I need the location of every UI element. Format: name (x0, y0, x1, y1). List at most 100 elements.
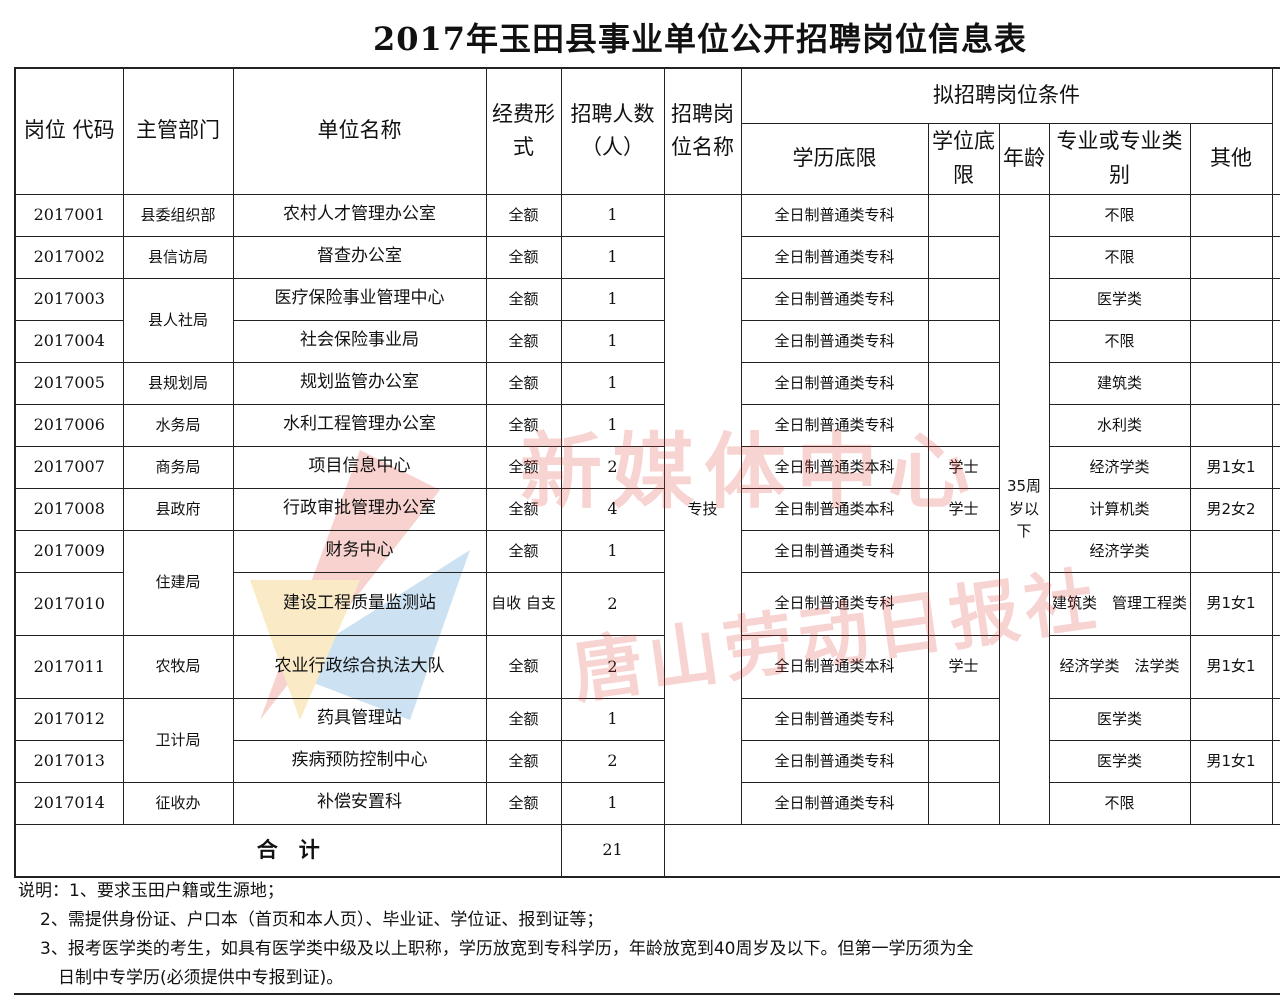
cell-degree (927, 193, 1000, 237)
header-dept: 主管部门 (122, 67, 234, 195)
table-row: 2017006 水务局 水利工程管理办公室 全额 1 全日制普通类专科 水利类 (14, 403, 1280, 447)
cell-code: 2017013 (14, 739, 124, 783)
table-row: 2017001 县委组织部 农村人才管理办公室 全额 1 专技 全日制普通类专科 35周岁以下… (14, 193, 1280, 825)
cell-edu: 全日制普通类专科 (740, 277, 929, 321)
cell-major: 医学类 (1048, 277, 1191, 321)
cell-fund: 全额 (485, 739, 562, 783)
cell-major: 计算机类 (1048, 487, 1191, 531)
cell-edu: 全日制普通类专科 (740, 235, 929, 279)
cell-dept: 县政府 (122, 487, 234, 531)
cell-fund: 全额 (485, 634, 562, 699)
cell-edu: 全日制普通类本科 (740, 634, 929, 699)
cell-fund: 自收 自支 (485, 571, 562, 636)
cell-other: 男1女1 (1189, 445, 1273, 489)
table-row: 2017003 县人社局 医疗保险事业管理中心 全额 1 全日制普通类专科 医学类 (14, 277, 1280, 363)
cell-code: 2017012 (14, 697, 124, 741)
table-row: 2017009 住建局 财务中心 全额 1 全日制普通类专科 经济学类 (14, 529, 1280, 636)
cell-count: 1 (560, 697, 665, 741)
table-row: 2017005 县规划局 规划监管办公室 全额 1 全日制普通类专科 建筑类 (14, 361, 1280, 405)
cell-degree (927, 403, 1000, 447)
cell-major: 经济学类 法学类 (1048, 634, 1191, 699)
cell-count: 1 (560, 319, 665, 363)
cell-dept: 县人社局 (122, 277, 234, 363)
cell-major: 不限 (1048, 319, 1191, 363)
cell-unit: 农业行政综合执法大队 (232, 634, 487, 699)
cell-dept: 住建局 (122, 529, 234, 636)
divider (14, 993, 1280, 995)
cell-edu: 全日制普通类专科 (740, 571, 929, 636)
header-post: 招聘岗位名称 (663, 67, 742, 195)
cell-dept: 卫计局 (122, 697, 234, 783)
cell-count: 1 (560, 193, 665, 237)
cell-other (1189, 529, 1273, 573)
notes: 说明：1、要求玉田户籍或生源地； 2、需提供身份证、户口本（首页和本人页）、毕业… (18, 877, 973, 993)
table-row: 2017014 征收办 补偿安置科 全额 1 全日制普通类专科 不限 (14, 781, 1280, 825)
header-code: 岗位 代码 (14, 67, 124, 195)
cell-unit: 项目信息中心 (232, 445, 487, 489)
cell-fund: 全额 (485, 487, 562, 531)
table-row: 2017011 农牧局 农业行政综合执法大队 全额 2 全日制普通类本科 学士 经济学类 法学… (14, 634, 1280, 699)
cell-unit: 水利工程管理办公室 (232, 403, 487, 447)
cell-code: 2017011 (14, 634, 124, 699)
cell-degree (927, 277, 1000, 321)
cell-count: 1 (560, 529, 665, 573)
cell-count: 2 (560, 739, 665, 783)
cell-degree: 学士 (927, 634, 1000, 699)
total-label: 合 计 (14, 823, 562, 878)
cell-dept: 县信访局 (122, 235, 234, 279)
cell-count: 2 (560, 571, 665, 636)
cell-dept: 县规划局 (122, 361, 234, 405)
header-age: 年龄 (998, 122, 1050, 195)
cell-code: 2017001 (14, 193, 124, 237)
header-count: 招聘人数（人） (560, 67, 665, 195)
cell-fund: 全额 (485, 529, 562, 573)
cell-edu: 全日制普通类专科 (740, 529, 929, 573)
cell-degree (927, 361, 1000, 405)
table-row: 2017002 县信访局 督查办公室 全额 1 全日制普通类专科 不限 (14, 235, 1280, 279)
note-1: 说明：1、要求玉田户籍或生源地； (18, 881, 284, 901)
cell-unit: 建设工程质量监测站 (232, 571, 487, 636)
cell-code: 2017009 (14, 529, 124, 573)
cell-code: 2017004 (14, 319, 124, 363)
cell-major: 经济学类 (1048, 529, 1191, 573)
cell-major: 不限 (1048, 193, 1191, 237)
cell-dept: 水务局 (122, 403, 234, 447)
cell-dept: 县委组织部 (122, 193, 234, 237)
cell-other (1189, 277, 1273, 321)
cell-count: 2 (560, 634, 665, 699)
cell-unit: 规划监管办公室 (232, 361, 487, 405)
cell-other (1189, 361, 1273, 405)
cell-dept: 农牧局 (122, 634, 234, 699)
header-major: 专业或专业类别 (1048, 122, 1191, 195)
cell-age-limit: 35周岁以下 (998, 193, 1050, 825)
cell-other (1189, 697, 1273, 741)
cell-other (1189, 235, 1273, 279)
cell-code: 2017005 (14, 361, 124, 405)
cell-fund: 全额 (485, 403, 562, 447)
cell-major: 水利类 (1048, 403, 1191, 447)
cell-count: 4 (560, 487, 665, 531)
cell-major: 建筑类 (1048, 361, 1191, 405)
cell-other (1189, 781, 1273, 825)
cell-unit: 补偿安置科 (232, 781, 487, 825)
header-edu: 学历底限 (740, 122, 929, 195)
note-3: 3、报考医学类的考生，如具有医学类中级及以上职称，学历放宽到专科学历，年龄放宽到… (40, 939, 974, 959)
cell-post-name: 专技 (663, 193, 742, 825)
total-count: 21 (560, 823, 665, 878)
total-row: 合 计 21 (14, 823, 1280, 878)
cell-dept: 征收办 (122, 781, 234, 825)
cell-edu: 全日制普通类专科 (740, 319, 929, 363)
header-fund: 经费形式 (485, 67, 562, 195)
note-2: 2、需提供身份证、户口本（首页和本人页）、毕业证、学位证、报到证等； (40, 910, 604, 930)
cell-edu: 全日制普通类本科 (740, 487, 929, 531)
cell-code: 2017002 (14, 235, 124, 279)
cell-degree: 学士 (927, 445, 1000, 489)
cell-degree (927, 235, 1000, 279)
cell-other (1189, 403, 1273, 447)
cell-fund: 全额 (485, 235, 562, 279)
cell-count: 1 (560, 235, 665, 279)
cell-fund: 全额 (485, 781, 562, 825)
cell-code: 2017007 (14, 445, 124, 489)
cell-major: 不限 (1048, 235, 1191, 279)
table-row: 2017010 建设工程质量监测站 自收 自支 2 全日制普通类专科 建筑类 管理工程类男… (14, 571, 1280, 636)
